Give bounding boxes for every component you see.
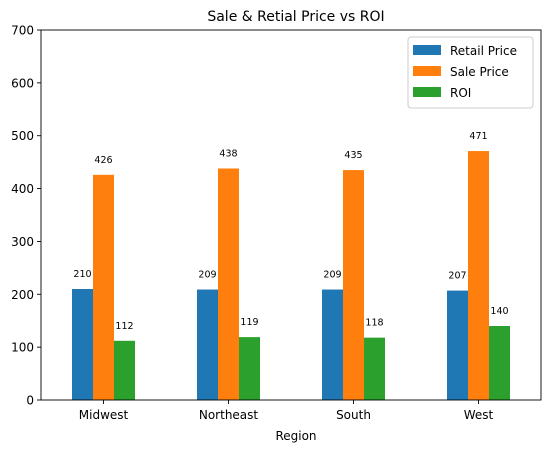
bar-retail-price-northeast [197, 289, 218, 400]
legend: Retail Price Sale Price ROI [407, 36, 534, 109]
data-labels-layer: 210 426 112 209 438 119 209 435 118 207 471 140 [73, 131, 508, 332]
plot-frame [40, 29, 542, 401]
y-tick-label: 400 [11, 182, 34, 196]
legend-swatch [413, 66, 441, 76]
x-axis-label: Region [275, 429, 316, 443]
data-label: 112 [115, 321, 133, 332]
data-label: 140 [490, 306, 508, 317]
data-label: 438 [219, 148, 237, 159]
data-label: 426 [94, 155, 112, 166]
x-tick-label: Midwest [79, 408, 129, 422]
data-label: 209 [323, 270, 341, 281]
bar-retail-price-midwest [72, 289, 93, 400]
bar-retail-price-west [447, 290, 468, 400]
bar-roi-midwest [114, 340, 135, 400]
y-tick-label: 300 [11, 235, 34, 249]
x-tick-label: South [336, 408, 371, 422]
data-label: 118 [365, 318, 383, 329]
bar-roi-south [364, 337, 385, 400]
y-tick-label: 200 [11, 288, 34, 302]
y-tick-label: 100 [11, 341, 34, 355]
data-label: 209 [198, 270, 216, 281]
data-label: 210 [73, 269, 91, 280]
bar-sale-price-northeast [218, 168, 239, 400]
bar-roi-northeast [239, 337, 260, 400]
legend-label: Sale Price [450, 65, 509, 79]
y-tick-label: 0 [26, 394, 34, 408]
y-tick-label: 600 [11, 76, 34, 90]
chart-title: Sale & Retial Price vs ROI [207, 9, 384, 25]
x-tick-label: Northeast [199, 408, 259, 422]
bar-sale-price-midwest [93, 174, 114, 400]
data-label: 207 [448, 271, 466, 282]
legend-swatch [413, 45, 441, 55]
legend-label: ROI [450, 86, 471, 100]
legend-swatch [413, 87, 441, 97]
bar-sale-price-west [468, 151, 489, 400]
bar-sale-price-south [343, 170, 364, 400]
data-label: 119 [240, 317, 258, 328]
y-tick-label: 700 [11, 24, 34, 38]
x-tick-label: West [464, 408, 494, 422]
data-label: 435 [344, 150, 362, 161]
bar-roi-west [489, 326, 510, 400]
axes-layer: 0 100 200 300 400 500 600 700 Midwest Northeast So… [11, 24, 542, 422]
data-label: 471 [469, 131, 487, 142]
y-tick-label: 500 [11, 129, 34, 143]
bars-layer [72, 151, 510, 400]
legend-label: Retail Price [450, 44, 517, 58]
bar-retail-price-south [322, 289, 343, 400]
